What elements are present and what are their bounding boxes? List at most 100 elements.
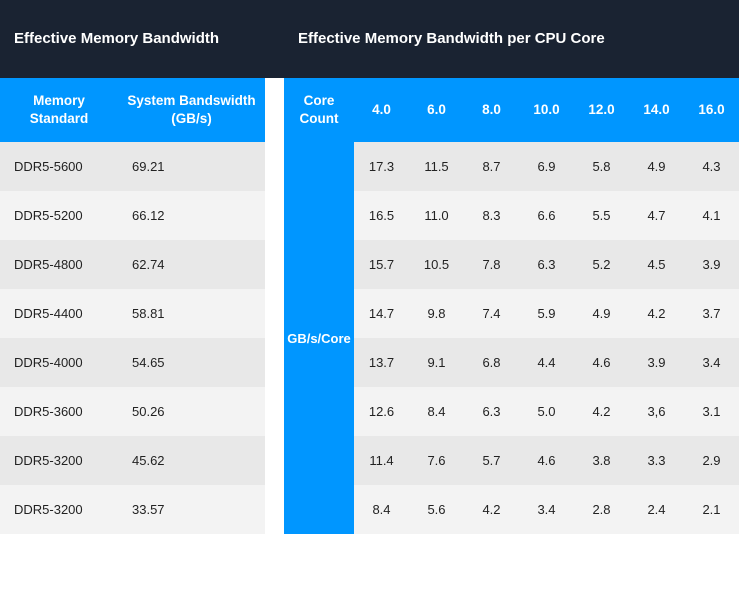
bandwidth-cell: 3,6: [629, 387, 684, 436]
bandwidth-cell: 4.6: [574, 338, 629, 387]
col-core-value: 8.0: [464, 78, 519, 142]
bandwidth-cell: 12.6: [354, 387, 409, 436]
system-bandwidth-cell: 50.26: [118, 387, 265, 436]
col-core-value: 4.0: [354, 78, 409, 142]
bandwidth-table: Effective Memory Bandwidth Memory Standa…: [0, 0, 739, 534]
bandwidth-cell: 3.9: [629, 338, 684, 387]
right-subheader-row: Core Count4.06.08.010.012.014.016.0: [284, 78, 739, 142]
bandwidth-cell: 8.4: [409, 387, 464, 436]
memory-standard-cell: DDR5-3600: [0, 387, 118, 436]
core-count-unit: GB/s/Core: [284, 142, 354, 534]
bandwidth-cell: 4.2: [574, 387, 629, 436]
memory-standard-cell: DDR5-4000: [0, 338, 118, 387]
bandwidth-cell: 10.5: [409, 240, 464, 289]
system-bandwidth-cell: 62.74: [118, 240, 265, 289]
col-core-value: 12.0: [574, 78, 629, 142]
bandwidth-cell: 11.4: [354, 436, 409, 485]
memory-standard-cell: DDR5-3200: [0, 436, 118, 485]
table-row: DDR5-440058.81: [0, 289, 265, 338]
system-bandwidth-cell: 54.65: [118, 338, 265, 387]
left-title: Effective Memory Bandwidth: [0, 0, 265, 78]
bandwidth-cell: 7.6: [409, 436, 464, 485]
table-row: 13.79.16.84.44.63.93.4: [354, 338, 739, 387]
bandwidth-cell: 15.7: [354, 240, 409, 289]
bandwidth-cell: 5.8: [574, 142, 629, 191]
bandwidth-cell: 5.0: [519, 387, 574, 436]
col-core-value: 16.0: [684, 78, 739, 142]
bandwidth-cell: 7.8: [464, 240, 519, 289]
bandwidth-cell: 9.8: [409, 289, 464, 338]
system-bandwidth-cell: 33.57: [118, 485, 265, 534]
bandwidth-cell: 6.3: [464, 387, 519, 436]
bandwidth-cell: 6.9: [519, 142, 574, 191]
table-row: DDR5-320045.62: [0, 436, 265, 485]
system-bandwidth-cell: 66.12: [118, 191, 265, 240]
bandwidth-cell: 3.1: [684, 387, 739, 436]
table-row: 17.311.58.76.95.84.94.3: [354, 142, 739, 191]
bandwidth-cell: 3.9: [684, 240, 739, 289]
bandwidth-cell: 5.9: [519, 289, 574, 338]
table-row: 11.47.65.74.63.83.32.9: [354, 436, 739, 485]
col-system-bandwidth: System Bandswidth (GB/s): [118, 78, 265, 142]
bandwidth-cell: 4.9: [574, 289, 629, 338]
col-core-value: 14.0: [629, 78, 684, 142]
bandwidth-cell: 14.7: [354, 289, 409, 338]
table-row: DDR5-360050.26: [0, 387, 265, 436]
bandwidth-cell: 8.4: [354, 485, 409, 534]
bandwidth-cell: 5.6: [409, 485, 464, 534]
bandwidth-cell: 17.3: [354, 142, 409, 191]
table-row: DDR5-560069.21: [0, 142, 265, 191]
table-row: 8.45.64.23.42.82.42.1: [354, 485, 739, 534]
left-table: Effective Memory Bandwidth Memory Standa…: [0, 0, 265, 534]
bandwidth-cell: 4.4: [519, 338, 574, 387]
bandwidth-cell: 4.1: [684, 191, 739, 240]
bandwidth-cell: 5.2: [574, 240, 629, 289]
table-row: 15.710.57.86.35.24.53.9: [354, 240, 739, 289]
bandwidth-cell: 2.9: [684, 436, 739, 485]
bandwidth-cell: 9.1: [409, 338, 464, 387]
col-core-count: Core Count: [284, 78, 354, 142]
col-memory-standard: Memory Standard: [0, 78, 118, 142]
table-row: 16.511.08.36.65.54.74.1: [354, 191, 739, 240]
right-table: Effective Memory Bandwidth per CPU Core …: [284, 0, 739, 534]
system-bandwidth-cell: 45.62: [118, 436, 265, 485]
col-core-value: 10.0: [519, 78, 574, 142]
left-subheader-row: Memory Standard System Bandswidth (GB/s): [0, 78, 265, 142]
bandwidth-cell: 6.8: [464, 338, 519, 387]
bandwidth-cell: 3.7: [684, 289, 739, 338]
bandwidth-cell: 11.5: [409, 142, 464, 191]
system-bandwidth-cell: 69.21: [118, 142, 265, 191]
bandwidth-cell: 8.7: [464, 142, 519, 191]
bandwidth-cell: 7.4: [464, 289, 519, 338]
bandwidth-cell: 5.7: [464, 436, 519, 485]
bandwidth-cell: 4.6: [519, 436, 574, 485]
bandwidth-cell: 8.3: [464, 191, 519, 240]
right-title: Effective Memory Bandwidth per CPU Core: [284, 0, 739, 78]
col-core-value: 6.0: [409, 78, 464, 142]
table-row: DDR5-520066.12: [0, 191, 265, 240]
bandwidth-cell: 13.7: [354, 338, 409, 387]
memory-standard-cell: DDR5-4400: [0, 289, 118, 338]
bandwidth-cell: 2.8: [574, 485, 629, 534]
bandwidth-cell: 4.9: [629, 142, 684, 191]
memory-standard-cell: DDR5-3200: [0, 485, 118, 534]
table-gap: [265, 0, 284, 534]
bandwidth-cell: 4.2: [464, 485, 519, 534]
bandwidth-cell: 3.8: [574, 436, 629, 485]
bandwidth-cell: 3.3: [629, 436, 684, 485]
right-rows: 17.311.58.76.95.84.94.316.511.08.36.65.5…: [354, 142, 739, 534]
left-body: DDR5-560069.21DDR5-520066.12DDR5-480062.…: [0, 142, 265, 534]
bandwidth-cell: 6.3: [519, 240, 574, 289]
bandwidth-cell: 3.4: [684, 338, 739, 387]
table-row: DDR5-320033.57: [0, 485, 265, 534]
bandwidth-cell: 4.3: [684, 142, 739, 191]
memory-standard-cell: DDR5-4800: [0, 240, 118, 289]
bandwidth-cell: 3.4: [519, 485, 574, 534]
bandwidth-cell: 2.4: [629, 485, 684, 534]
table-row: 14.79.87.45.94.94.23.7: [354, 289, 739, 338]
bandwidth-cell: 6.6: [519, 191, 574, 240]
bandwidth-cell: 16.5: [354, 191, 409, 240]
table-row: DDR5-480062.74: [0, 240, 265, 289]
bandwidth-cell: 5.5: [574, 191, 629, 240]
memory-standard-cell: DDR5-5200: [0, 191, 118, 240]
